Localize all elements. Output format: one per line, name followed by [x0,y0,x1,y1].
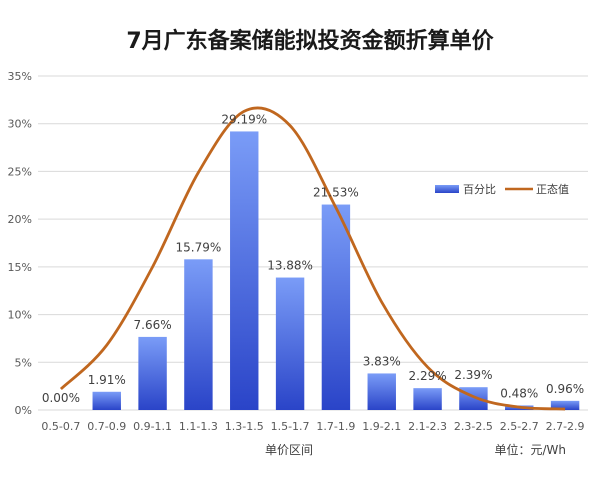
data-label: 13.88% [267,259,313,273]
x-tick-label: 1.7-1.9 [316,420,355,433]
data-label: 7.66% [134,318,172,332]
x-tick-label: 0.7-0.9 [87,420,126,433]
y-tick-label: 30% [8,118,32,131]
data-label: 2.29% [409,369,447,383]
bar [184,259,213,410]
x-axis-title: 单价区间 [265,443,313,457]
y-axis-tick-labels: 0% 5% 10% 15% 20% 25% 30% 35% [8,70,32,417]
data-label: 0.96% [546,382,584,396]
data-label: 21.53% [313,186,359,200]
x-tick-label: 2.3-2.5 [454,420,493,433]
data-label: 0.48% [500,386,538,400]
chart-title: 7月广东备案储能拟投资金额折算单价 [126,28,494,54]
data-label: 2.39% [454,368,492,382]
bar [550,400,580,410]
data-label: 3.83% [363,354,401,368]
y-tick-label: 5% [15,356,32,369]
data-label: 15.79% [176,240,222,254]
normal-curve-series [59,106,566,411]
data-label: 29.19% [221,112,267,126]
bar [321,204,351,410]
bar [275,277,305,410]
legend: 百分比 正态值 [435,183,569,196]
legend-line-label: 正态值 [536,183,569,196]
x-tick-label: 1.1-1.3 [179,420,218,433]
bar [367,373,396,410]
x-axis-tick-labels: 0.5-0.7 0.7-0.9 0.9-1.1 1.1-1.3 1.3-1.5 1.5-1… [41,420,584,433]
bar [92,391,121,410]
data-label: 1.91% [88,373,126,387]
y-tick-label: 0% [15,404,32,417]
data-labels: 0.00% 1.91% 7.66% 15.79% 29.19% 13.88% 21.53% 3… [42,112,584,405]
x-tick-label: 0.9-1.1 [133,420,172,433]
legend-bar-swatch [435,185,459,193]
bar [138,336,167,410]
y-tick-label: 35% [8,70,32,83]
normal-curve-line [59,106,566,411]
x-tick-label: 0.5-0.7 [41,420,80,433]
legend-bar-label: 百分比 [463,183,496,196]
data-label: 0.00% [42,391,80,405]
x-tick-label: 1.5-1.7 [271,420,310,433]
y-tick-label: 10% [8,309,32,322]
y-tick-label: 15% [8,261,32,274]
x-tick-label: 2.7-2.9 [546,420,585,433]
x-tick-label: 2.5-2.7 [500,420,539,433]
x-tick-label: 1.9-2.1 [362,420,401,433]
y-tick-label: 20% [8,213,32,226]
bar-series [92,131,580,410]
unit-label: 单位：元/Wh [494,442,566,457]
x-tick-label: 2.1-2.3 [408,420,447,433]
bar [413,388,442,410]
y-tick-label: 25% [8,165,32,178]
x-tick-label: 1.3-1.5 [225,420,264,433]
bar [230,131,259,410]
gridlines [38,75,588,411]
